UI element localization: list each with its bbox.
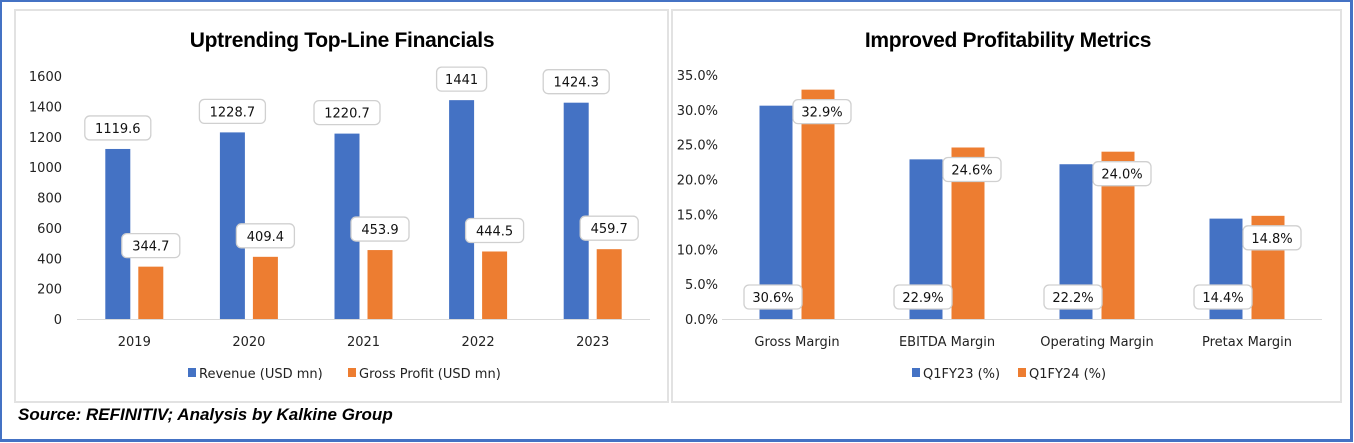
profitability-data-label: 22.9% bbox=[902, 291, 943, 306]
profitability-y-tick-label: 20.0% bbox=[677, 174, 718, 189]
financials-y-tick-label: 1600 bbox=[29, 70, 62, 85]
profitability-data-label-box bbox=[893, 284, 953, 310]
financials-y-tick-label: 200 bbox=[37, 283, 62, 298]
financials-data-label-box bbox=[579, 215, 639, 241]
financials-y-tick-label: 1200 bbox=[29, 131, 62, 146]
profitability-data-label: 14.4% bbox=[1202, 291, 1243, 306]
financials-data-label: 444.5 bbox=[476, 224, 513, 239]
profitability-data-label: 24.0% bbox=[1101, 168, 1142, 183]
financials-y-tick-label: 400 bbox=[37, 252, 62, 267]
financials-legend-label: Revenue (USD mn) bbox=[199, 367, 323, 382]
financials-chart-title: Uptrending Top-Line Financials bbox=[190, 29, 494, 52]
profitability-y-tick-label: 0.0% bbox=[685, 313, 718, 328]
profitability-data-label-box bbox=[1043, 284, 1103, 310]
profitability-legend-label: Q1FY24 (%) bbox=[1029, 367, 1106, 382]
financials-data-label-box bbox=[121, 232, 181, 259]
financials-data-label-box bbox=[435, 66, 488, 92]
profitability-data-label: 22.2% bbox=[1052, 291, 1093, 306]
profitability-y-tick-label: 5.0% bbox=[685, 278, 718, 293]
financials-bar-series2 bbox=[138, 266, 164, 319]
financials-data-label: 1424.3 bbox=[553, 76, 599, 91]
profitability-y-tick-label: 35.0% bbox=[677, 69, 718, 84]
profitability-x-tick-label: Pretax Margin bbox=[1202, 335, 1292, 350]
financials-bar-series1 bbox=[563, 102, 589, 319]
profitability-data-label-box bbox=[1193, 284, 1253, 310]
financials-x-tick-label: 2019 bbox=[118, 335, 151, 350]
financials-legend-swatch-series2 bbox=[348, 368, 356, 377]
profitability-legend-label: Q1FY23 (%) bbox=[923, 367, 1000, 382]
profitability-x-tick-label: Gross Margin bbox=[754, 335, 839, 350]
financials-bar-series2 bbox=[367, 250, 393, 319]
financials-data-label-box bbox=[84, 115, 152, 141]
financials-legend-swatch-series1 bbox=[188, 368, 196, 377]
financials-bar-series1 bbox=[449, 100, 475, 319]
profitability-x-tick-label: Operating Margin bbox=[1040, 335, 1154, 350]
profitability-x-tick-label: EBITDA Margin bbox=[899, 335, 995, 350]
financials-data-label: 453.9 bbox=[361, 223, 398, 238]
financials-x-tick-label: 2020 bbox=[232, 335, 265, 350]
financials-data-label-box bbox=[464, 217, 525, 244]
profitability-legend-swatch-series1 bbox=[912, 368, 920, 377]
financials-data-label: 409.4 bbox=[247, 230, 284, 245]
financials-data-label-box bbox=[350, 216, 410, 242]
financials-data-label: 1220.7 bbox=[324, 107, 370, 122]
profitability-y-tick-label: 10.0% bbox=[677, 243, 718, 258]
financials-data-label-box bbox=[235, 223, 296, 249]
financials-data-label-box bbox=[313, 99, 381, 126]
profitability-legend-swatch-series2 bbox=[1018, 368, 1026, 377]
source-note: Source: REFINITIV; Analysis by Kalkine G… bbox=[18, 405, 393, 424]
profitability-y-tick-label: 15.0% bbox=[677, 208, 718, 223]
profitability-data-label-box bbox=[1242, 225, 1302, 251]
profitability-data-label: 32.9% bbox=[801, 106, 842, 121]
financials-y-tick-label: 0 bbox=[54, 313, 62, 328]
financials-data-label-box bbox=[542, 69, 610, 95]
profitability-y-tick-label: 30.0% bbox=[677, 104, 718, 119]
profitability-data-label-box bbox=[792, 98, 852, 125]
profitability-data-label: 14.8% bbox=[1251, 232, 1292, 247]
financials-bar-series2 bbox=[252, 256, 278, 319]
financials-data-label: 344.7 bbox=[132, 240, 169, 255]
financials-data-label: 459.7 bbox=[591, 222, 628, 237]
financials-data-label: 1228.7 bbox=[210, 105, 256, 120]
profitability-data-label: 24.6% bbox=[951, 164, 992, 179]
financials-x-tick-label: 2022 bbox=[462, 335, 495, 350]
financials-y-tick-label: 800 bbox=[37, 192, 62, 207]
financials-x-tick-label: 2021 bbox=[347, 335, 380, 350]
financials-legend-label: Gross Profit (USD mn) bbox=[359, 367, 501, 382]
financials-y-tick-label: 1000 bbox=[29, 161, 62, 176]
financials-bar-series2 bbox=[596, 249, 622, 319]
profitability-bar-series1 bbox=[759, 105, 793, 319]
financials-data-label-box bbox=[198, 98, 267, 125]
profitability-data-label: 30.6% bbox=[752, 291, 793, 306]
financials-bar-series2 bbox=[482, 251, 508, 319]
financials-data-label: 1119.6 bbox=[95, 122, 141, 137]
financials-x-tick-label: 2023 bbox=[576, 335, 609, 350]
financials-y-tick-label: 600 bbox=[37, 222, 62, 237]
profitability-y-tick-label: 25.0% bbox=[677, 139, 718, 154]
profitability-data-label-box bbox=[1092, 161, 1152, 187]
profitability-data-label-box bbox=[942, 156, 1002, 183]
financials-y-tick-label: 1400 bbox=[29, 100, 62, 115]
profitability-data-label-box bbox=[743, 284, 803, 310]
profitability-bar-series2 bbox=[801, 89, 835, 319]
profitability-chart-title: Improved Profitability Metrics bbox=[865, 29, 1151, 52]
financials-data-label: 1441 bbox=[445, 73, 478, 88]
